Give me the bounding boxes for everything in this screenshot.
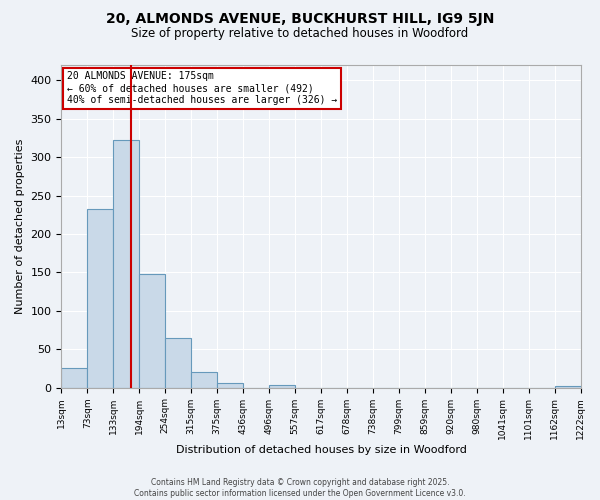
Bar: [554, 386, 581, 388]
Bar: [217, 383, 243, 388]
Bar: [165, 338, 191, 388]
Text: Contains HM Land Registry data © Crown copyright and database right 2025.
Contai: Contains HM Land Registry data © Crown c…: [134, 478, 466, 498]
Text: 20, ALMONDS AVENUE, BUCKHURST HILL, IG9 5JN: 20, ALMONDS AVENUE, BUCKHURST HILL, IG9 …: [106, 12, 494, 26]
Bar: [139, 274, 165, 388]
X-axis label: Distribution of detached houses by size in Woodford: Distribution of detached houses by size …: [176, 445, 466, 455]
Bar: [191, 372, 217, 388]
Y-axis label: Number of detached properties: Number of detached properties: [15, 138, 25, 314]
Text: 20 ALMONDS AVENUE: 175sqm
← 60% of detached houses are smaller (492)
40% of semi: 20 ALMONDS AVENUE: 175sqm ← 60% of detac…: [67, 72, 337, 104]
Text: Size of property relative to detached houses in Woodford: Size of property relative to detached ho…: [131, 28, 469, 40]
Bar: [61, 368, 88, 388]
Bar: [113, 140, 139, 388]
Bar: [88, 208, 113, 388]
Bar: [269, 386, 295, 388]
